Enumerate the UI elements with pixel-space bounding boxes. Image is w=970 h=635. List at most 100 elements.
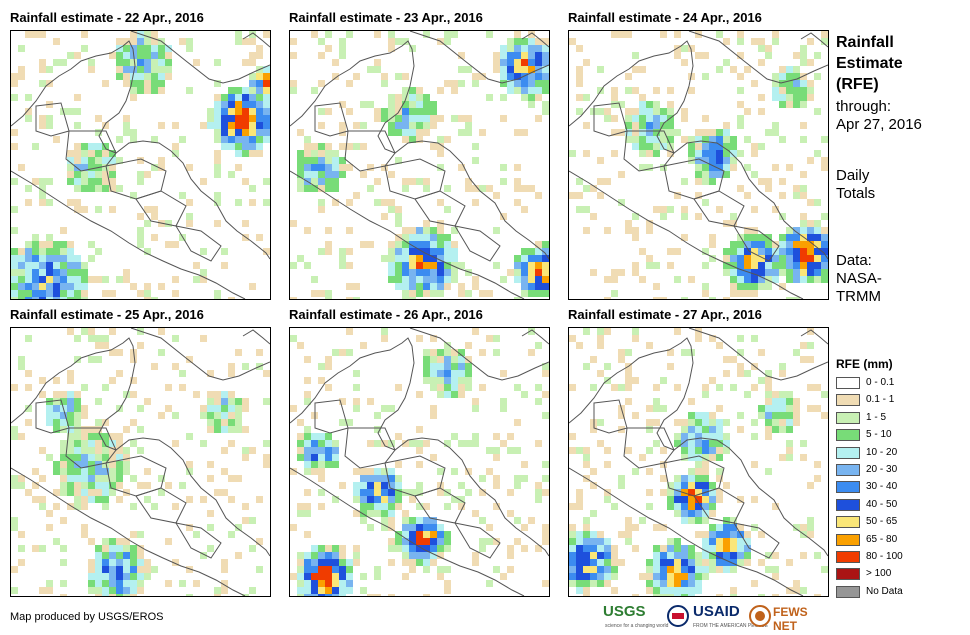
rainfall-cell [632,213,639,220]
rainfall-cell [81,143,88,150]
rainfall-cell [786,66,793,73]
rainfall-cell [737,349,744,356]
rainfall-cell [39,262,46,269]
rainfall-cell [660,377,667,384]
rainfall-cell [46,262,53,269]
rainfall-cell [437,227,444,234]
rainfall-cell [688,398,695,405]
rainfall-cell [74,108,81,115]
rainfall-cell [395,38,402,45]
rainfall-cell [151,73,158,80]
rainfall-cell [388,538,395,545]
rainfall-cell [430,276,437,283]
rainfall-cell [723,248,730,255]
rainfall-cell [388,31,395,38]
rainfall-cell [332,349,339,356]
rainfall-cell [465,122,472,129]
rainfall-cell [249,101,256,108]
rainfall-cell [807,80,814,87]
rainfall-cell [60,269,67,276]
rainfall-cell [409,545,416,552]
rainfall-cell [228,108,235,115]
rainfall-map-22-apr [10,30,271,300]
rainfall-cell [339,52,346,59]
rainfall-cell [528,45,535,52]
legend-label: > 100 [866,568,892,580]
rainfall-cell [486,447,493,454]
rainfall-cell [207,122,214,129]
rainfall-cell [765,552,772,559]
rainfall-cell [81,426,88,433]
coastline-outline [569,467,804,596]
rainfall-cell [744,283,751,290]
rainfall-cell [116,136,123,143]
rainfall-cell [709,503,716,510]
rainfall-cell [542,101,549,108]
rainfall-cell [214,199,221,206]
rainfall-cell [716,206,723,213]
rainfall-cell [235,101,242,108]
rainfall-cell [653,143,660,150]
rainfall-cell [53,398,60,405]
rainfall-cell [339,45,346,52]
rainfall-cell [367,594,374,596]
rainfall-cell [646,227,653,234]
rainfall-cell [88,573,95,580]
panel-title-27-apr: Rainfall estimate - 27 Apr., 2016 [568,307,762,322]
rainfall-cell [800,356,807,363]
rainfall-cell [709,255,716,262]
rainfall-cell [116,370,123,377]
rainfall-map-25-apr [10,327,271,597]
rainfall-cell [800,171,807,178]
rainfall-cell [235,94,242,101]
rainfall-cell [60,391,67,398]
rainfall-cell [723,143,730,150]
rainfall-cell [493,227,500,234]
rainfall-cell [716,31,723,38]
rainfall-cell [67,468,74,475]
rainfall-cell [11,94,18,101]
rainfall-cell [786,248,793,255]
rainfall-cell [214,59,221,66]
rainfall-cell [116,52,123,59]
rainfall-cell [465,290,472,297]
rainfall-cell [751,255,758,262]
rainfall-cell [395,461,402,468]
rainfall-cell [437,552,444,559]
rainfall-cell [74,503,81,510]
rainfall-cell [611,290,618,297]
rainfall-cell [590,559,597,566]
rainfall-cell [688,143,695,150]
rainfall-cell [779,87,786,94]
legend-swatch [836,446,860,459]
rainfall-cell [521,255,528,262]
rainfall-cell [95,178,102,185]
rainfall-cell [730,220,737,227]
rainfall-cell [576,178,583,185]
rainfall-cell [165,241,172,248]
rainfall-cell [228,391,235,398]
rainfall-cell [242,517,249,524]
rainfall-cell [500,66,507,73]
rainfall-cell [200,269,207,276]
rainfall-cell [583,227,590,234]
rainfall-cell [144,398,151,405]
rainfall-cell [737,290,744,297]
rainfall-cell [263,136,270,143]
rainfall-cell [395,157,402,164]
rainfall-cell [786,234,793,241]
rainfall-cell [130,503,137,510]
rainfall-cell [74,171,81,178]
rainfall-cell [472,405,479,412]
rainfall-cell [32,255,39,262]
rainfall-cell [730,545,737,552]
rainfall-cell [667,108,674,115]
rainfall-cell [444,136,451,143]
rainfall-cell [472,143,479,150]
rainfall-cell [402,276,409,283]
rainfall-cell [311,461,318,468]
rainfall-cell [716,66,723,73]
rainfall-cell [688,503,695,510]
coastline-outline [688,31,828,84]
rainfall-cell [786,87,793,94]
